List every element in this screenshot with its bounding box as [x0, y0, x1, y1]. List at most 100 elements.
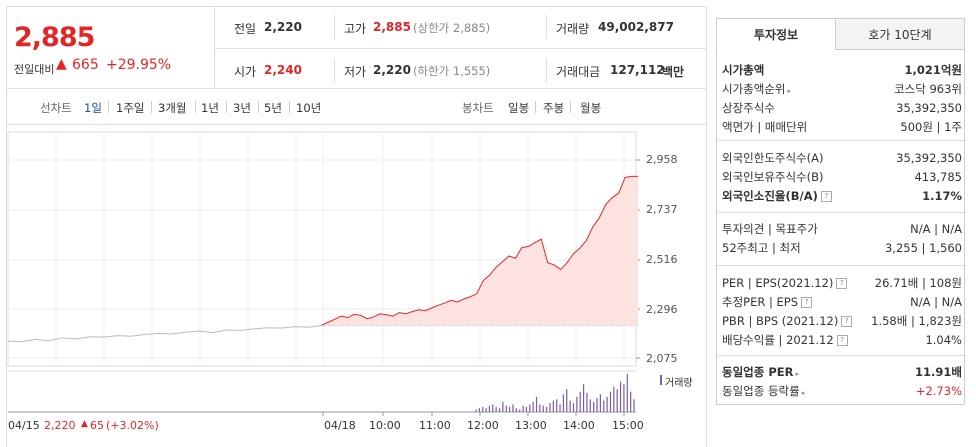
info-label: 시가총액: [722, 63, 765, 77]
help-icon[interactable]: ?: [836, 278, 848, 289]
high-value: 2,885: [373, 20, 411, 34]
x-tick: 15:00: [612, 419, 644, 432]
info-value: 35,392,350: [896, 101, 962, 115]
candle-weekly[interactable]: 주봉: [543, 101, 565, 115]
info-value: 11.91배: [915, 365, 962, 379]
tab-order-book[interactable]: 호가 10단계: [835, 18, 965, 50]
x-tick: 04/18: [324, 419, 356, 432]
info-value: 413,785: [914, 170, 962, 184]
today-line: [321, 175, 638, 326]
volume-legend-swatch: [660, 375, 662, 385]
info-label: PER | EPS(2021.12): [722, 276, 834, 290]
info-label: 외국인보유주식수(B): [722, 170, 824, 184]
period-1d[interactable]: 1일: [84, 101, 102, 115]
price-chart: [7, 131, 640, 416]
volume-label: 거래량: [556, 22, 590, 36]
candle-monthly[interactable]: 월봉: [580, 101, 602, 115]
today-area: [322, 176, 638, 326]
divider: [214, 6, 215, 88]
y-tick: 2,958: [646, 153, 678, 166]
line-chart-label: 선차트: [40, 101, 72, 115]
tab-investment-info[interactable]: 투자정보: [716, 18, 836, 50]
info-row: 시가총액순위 ▸ 코스닥 963위: [722, 79, 962, 99]
candle-daily[interactable]: 일봉: [508, 101, 530, 115]
info-row: 외국인소진율(B/A)? 1.17%: [722, 186, 962, 206]
divider: [6, 6, 706, 7]
info-row: 액면가 | 매매단위 500원 | 1주: [722, 117, 962, 137]
info-row: 동일업종 PER ▸ 11.91배: [722, 362, 962, 382]
info-value: 35,392,350: [896, 151, 962, 165]
high-label: 고가: [344, 22, 367, 36]
help-icon[interactable]: ?: [841, 316, 853, 327]
change-label: 전일대비: [14, 63, 55, 76]
info-label[interactable]: 시가총액순위: [722, 82, 786, 96]
separator: [195, 101, 196, 113]
divider: [716, 265, 966, 266]
upper-limit-note: (상한가 2,885): [413, 21, 491, 35]
info-row: 시가총액 1,021억원: [722, 60, 962, 80]
caret-right-icon: ▸: [795, 370, 799, 378]
divider: [716, 212, 966, 213]
info-label[interactable]: 동일업종 PER: [722, 365, 794, 379]
info-value: 500원 | 1주: [900, 120, 962, 134]
low-label: 저가: [344, 65, 367, 79]
prev-up-arrow-icon: ▲: [81, 419, 88, 429]
info-label: PBR | BPS (2021.12): [722, 314, 839, 328]
info-row: 외국인보유주식수(B) 413,785: [722, 167, 962, 187]
divider: [706, 6, 707, 447]
open-label: 시가: [234, 65, 257, 79]
change-percent: +29.95%: [106, 57, 172, 73]
period-1y[interactable]: 1년: [201, 101, 219, 115]
y-tick: 2,296: [646, 303, 678, 316]
info-value: N/A | N/A: [910, 222, 962, 236]
info-label: 투자의견 | 목표주가: [722, 222, 818, 236]
info-label: 상장주식수: [722, 101, 775, 115]
info-row: 투자의견 | 목표주가 N/A | N/A: [722, 219, 962, 239]
divider: [546, 15, 547, 39]
period-10y[interactable]: 10년: [296, 101, 322, 115]
prev-date: 04/15: [8, 419, 40, 432]
prev-change-pct: (+3.02%): [106, 419, 159, 432]
info-row: 상장주식수 35,392,350: [722, 98, 962, 118]
info-row: 외국인한도주식수(A) 35,392,350: [722, 148, 962, 168]
info-value: 1.04%: [925, 333, 962, 347]
panel-border: [716, 50, 965, 405]
period-1w[interactable]: 1주일: [116, 101, 145, 115]
divider: [6, 88, 706, 89]
period-3y[interactable]: 3년: [233, 101, 251, 115]
x-tick: 10:00: [369, 419, 401, 432]
info-value: 코스닥 963위: [894, 82, 962, 96]
divider: [546, 58, 547, 82]
volume-legend-label: 거래량: [665, 378, 693, 389]
caret-right-icon: ▸: [801, 389, 806, 397]
help-icon[interactable]: ?: [820, 191, 832, 202]
info-row: 배당수익률 | 2021.12? 1.04%: [722, 330, 962, 350]
info-label: 외국인소진율(B/A): [722, 189, 818, 203]
change-value: 665: [72, 57, 99, 73]
info-label[interactable]: 동일업종 등락률: [722, 384, 800, 398]
turnover-value: 127,112: [610, 63, 665, 77]
info-row: PBR | BPS (2021.12)? 1.58배 | 1,823원: [722, 311, 962, 331]
open-value: 2,240: [264, 63, 302, 77]
period-5y[interactable]: 5년: [264, 101, 282, 115]
info-label: 액면가 | 매매단위: [722, 120, 808, 134]
x-tick: 13:00: [515, 419, 547, 432]
info-row: 52주최고 | 최저 3,255 | 1,560: [722, 238, 962, 258]
candle-chart-label: 봉차트: [462, 101, 494, 115]
separator: [226, 101, 227, 113]
help-icon[interactable]: ?: [801, 297, 813, 308]
volume-value: 49,002,877: [598, 20, 674, 34]
info-value: 26.71배 | 108원: [874, 276, 962, 290]
divider: [334, 58, 335, 82]
info-label: 외국인한도주식수(A): [722, 151, 824, 165]
stock-quote-panel: 2,885 전일대비 ▲ 665 +29.95% 전일 2,220 고가 2,8…: [6, 6, 707, 447]
low-value: 2,220: [373, 63, 411, 77]
help-icon[interactable]: ?: [836, 335, 848, 346]
y-tick: 2,075: [646, 352, 678, 365]
separator: [535, 101, 536, 113]
prev-close-label: 전일: [234, 22, 257, 36]
x-tick: 14:00: [563, 419, 595, 432]
divider: [6, 6, 7, 447]
period-3m[interactable]: 3개월: [158, 101, 187, 115]
caret-right-icon: ▸: [787, 87, 791, 95]
